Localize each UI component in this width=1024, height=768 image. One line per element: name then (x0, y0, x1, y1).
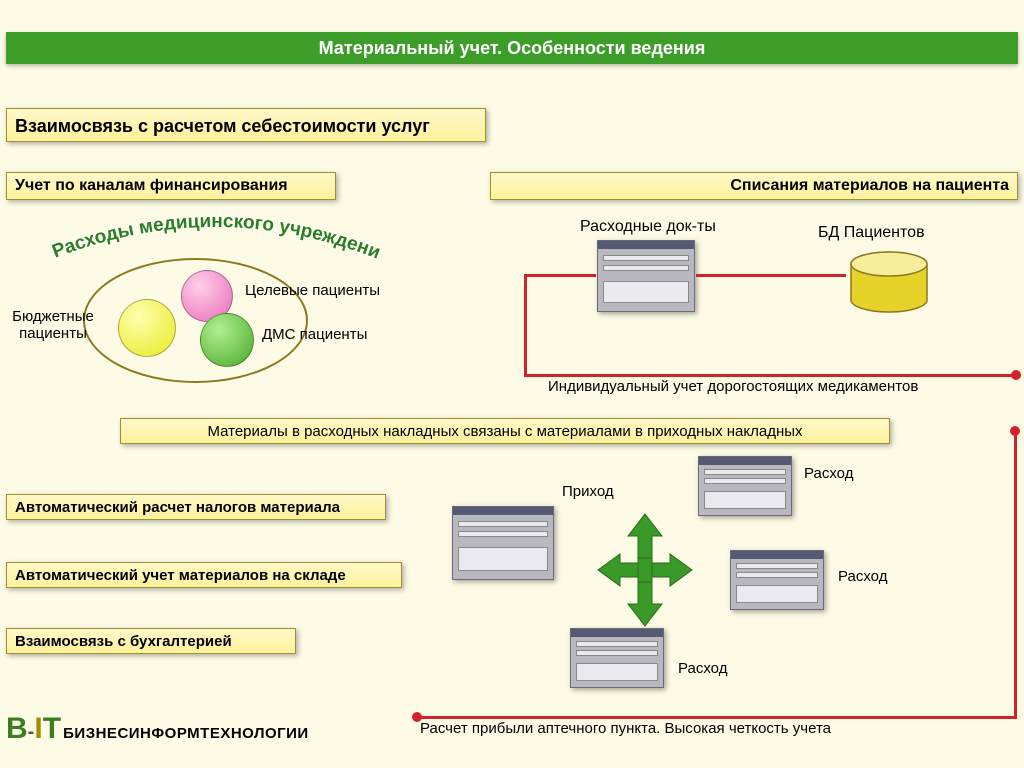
red-connector-1 (696, 274, 846, 277)
form-icon-exp2 (730, 550, 824, 610)
income-label: Приход (562, 483, 614, 500)
materials-link-box: Материалы в расходных накладных связаны … (120, 418, 890, 444)
top-note: Индивидуальный учет дорогостоящих медика… (548, 378, 918, 395)
doc-label: Расходные док-ты (580, 218, 716, 236)
warehouse-box: Автоматический учет материалов на складе (6, 562, 402, 588)
venn-label-dms: ДМС пациенты (262, 326, 367, 343)
venn-label-budget: Бюджетные пациенты (8, 308, 98, 343)
expense-label-3: Расход (678, 660, 727, 677)
red-connector-3 (524, 274, 527, 376)
db-label: БД Пациентов (818, 224, 925, 242)
bottom-note: Расчет прибыли аптечного пункта. Высокая… (420, 720, 831, 737)
red-connector-4 (524, 374, 1018, 377)
logo: B-IT БИЗНЕСИНФОРМТЕХНОЛОГИИ (6, 712, 309, 746)
red-connector-b2 (1014, 430, 1017, 719)
form-icon-exp3 (570, 628, 664, 688)
red-dot-1 (1011, 370, 1021, 380)
channels-box: Учет по каналам финансирования (6, 172, 336, 200)
title-bar: Материальный учет. Особенности ведения (6, 32, 1018, 64)
red-connector-2 (524, 274, 596, 277)
red-connector-b1 (416, 716, 1016, 719)
write-off-box: Списания материалов на пациента (490, 172, 1018, 200)
logo-text: БИЗНЕСИНФОРМТЕХНОЛОГИИ (63, 725, 309, 742)
subtitle-box: Взаимосвязь с расчетом себестоимости усл… (6, 108, 486, 142)
venn-circle-yellow (118, 299, 176, 357)
form-icon-exp1 (698, 456, 792, 516)
expense-label-1: Расход (804, 465, 853, 482)
four-way-arrow-icon (580, 510, 710, 635)
red-dot-2 (1010, 426, 1020, 436)
form-icon-docs (597, 240, 695, 312)
venn-circle-green (200, 313, 254, 367)
curved-heading: Расходы медицинского учреждения (45, 208, 345, 258)
venn-label-target: Целевые пациенты (245, 282, 380, 299)
svg-text:Расходы медицинского учреждени: Расходы медицинского учреждения (45, 208, 383, 264)
db-cylinder-icon (848, 250, 930, 318)
form-icon-income (452, 506, 554, 580)
accounting-box: Взаимосвязь с бухгалтерией (6, 628, 296, 654)
expense-label-2: Расход (838, 568, 887, 585)
tax-calc-box: Автоматический расчет налогов материала (6, 494, 386, 520)
